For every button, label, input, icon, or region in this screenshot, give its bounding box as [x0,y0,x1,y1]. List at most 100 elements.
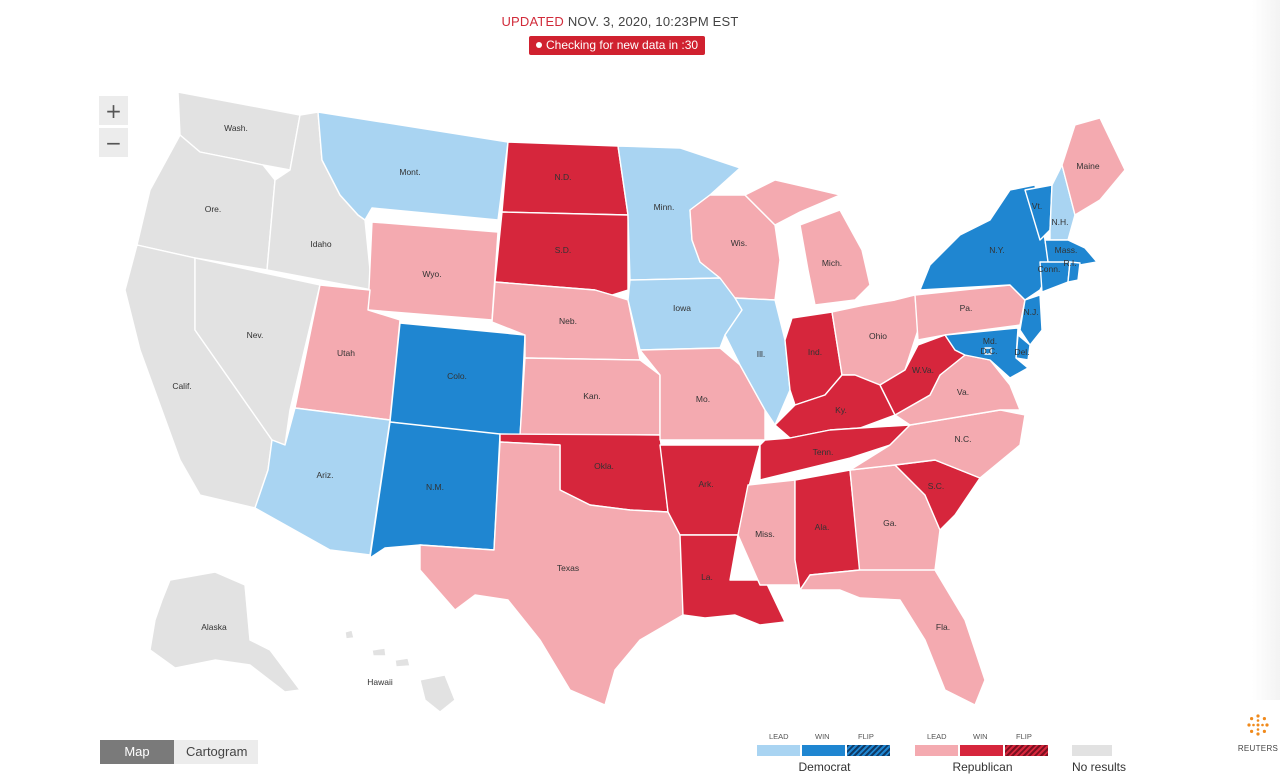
label-id: Idaho [310,239,332,249]
label-nv: Nev. [247,330,264,340]
label-ma: Mass. [1055,245,1078,255]
legend-rep-flip-swatch [1005,745,1048,756]
label-wy: Wyo. [422,269,441,279]
state-dc[interactable] [984,347,992,355]
updated-time: NOV. 3, 2020, 10:23PM EST [567,14,739,29]
legend-rep-party: Republican [952,760,1013,774]
label-mo: Mo. [696,394,710,404]
state-me[interactable] [1061,117,1126,216]
state-tx[interactable] [419,441,684,706]
state-mi[interactable] [799,209,871,306]
legend-dem-flip-label: FLIP [858,732,874,741]
map-view-button[interactable]: Map [100,740,174,764]
legend-dem-flip-swatch [847,745,890,756]
label-ar: Ark. [698,479,713,489]
label-ak: Alaska [201,622,227,632]
label-wv: W.Va. [912,365,934,375]
reuters-dots-icon [1247,714,1269,736]
state-co[interactable] [389,322,526,441]
label-mn: Minn. [654,202,675,212]
label-al: Ala. [815,522,830,532]
us-election-map: Wash. Ore. Calif. Idaho Nev. Mont. Wyo. … [124,91,1126,713]
label-vt: Vt. [1032,201,1042,211]
state-ak[interactable] [149,571,301,693]
state-mi-up[interactable] [744,179,841,226]
label-il: Ill. [757,349,766,359]
label-de: Del. [1014,347,1029,357]
label-va: Va. [957,387,969,397]
refresh-status-badge[interactable]: Checking for new data in :30 [529,36,706,55]
state-hi-4[interactable] [419,674,456,713]
state-mt[interactable] [317,111,509,221]
legend-no-results: No results [1072,732,1126,774]
label-wi: Wis. [731,238,748,248]
label-ks: Kan. [583,391,601,401]
live-dot-icon [536,42,542,48]
legend-rep-win-label: WIN [973,732,988,741]
state-mo[interactable] [639,347,766,441]
label-sc: S.C. [928,481,945,491]
label-hi: Hawaii [367,677,393,687]
legend-democrat: LEAD WIN FLIP Democrat [757,732,892,774]
label-ky: Ky. [835,405,847,415]
label-ct: Conn. [1038,264,1061,274]
label-tn: Tenn. [813,447,834,457]
state-fl[interactable] [799,569,986,706]
label-mi: Mich. [822,258,842,268]
legend-no-results-label: No results [1072,760,1127,774]
label-ia: Iowa [673,303,691,313]
refresh-status-text: Checking for new data in :30 [546,38,699,52]
label-ok: Okla. [594,461,614,471]
state-hi-2[interactable] [371,647,387,657]
label-ut: Utah [337,348,355,358]
legend-republican: LEAD WIN FLIP Republican [915,732,1050,774]
label-nj: N.J. [1023,307,1038,317]
state-ri[interactable] [1067,261,1081,283]
legend-rep-win-swatch [960,745,1003,756]
state-la[interactable] [679,534,786,626]
label-ca: Calif. [172,381,191,391]
label-fl: Fla. [936,622,950,632]
legend-no-results-swatch [1072,745,1112,756]
zoom-in-button[interactable]: + [99,96,128,125]
state-wv[interactable] [879,334,966,416]
legend-rep-lead-label: LEAD [927,732,947,741]
legend-dem-win-swatch [802,745,845,756]
legend-dem-party: Democrat [798,760,851,774]
cartogram-view-button[interactable]: Cartogram [174,740,258,764]
label-ri: R.I. [1063,258,1076,268]
label-ne: Neb. [559,316,577,326]
label-wa: Wash. [224,123,248,133]
label-az: Ariz. [317,470,334,480]
state-il[interactable] [724,297,791,426]
state-ia[interactable] [627,277,743,351]
legend-rep-lead-swatch [915,745,958,756]
label-la: La. [701,572,713,582]
label-dc: D.C. [981,346,998,356]
label-ga: Ga. [883,518,897,528]
label-me: Maine [1076,161,1099,171]
label-nc: N.C. [955,434,972,444]
legend-dem-lead-swatch [757,745,800,756]
label-nd: N.D. [555,172,572,182]
label-nh: N.H. [1052,217,1069,227]
label-sd: S.D. [555,245,572,255]
label-oh: Ohio [869,331,887,341]
label-pa: Pa. [960,303,973,313]
legend-rep-flip-label: FLIP [1016,732,1032,741]
map-view-toggle: Map Cartogram [100,740,258,764]
last-updated: UPDATED NOV. 3, 2020, 10:23PM EST [0,14,1240,29]
page-edge-shadow [1252,0,1280,700]
reuters-logo: REUTERS [1236,712,1280,753]
label-mt: Mont. [399,167,420,177]
legend-dem-lead-label: LEAD [769,732,789,741]
state-nj[interactable] [1019,294,1043,346]
label-or: Ore. [205,204,222,214]
label-in: Ind. [808,347,822,357]
label-tx: Texas [557,563,579,573]
label-ny: N.Y. [989,245,1004,255]
label-ms: Miss. [755,529,775,539]
state-hi-1[interactable] [344,629,355,640]
zoom-out-button[interactable]: − [99,128,128,157]
state-hi-3[interactable] [394,657,411,668]
